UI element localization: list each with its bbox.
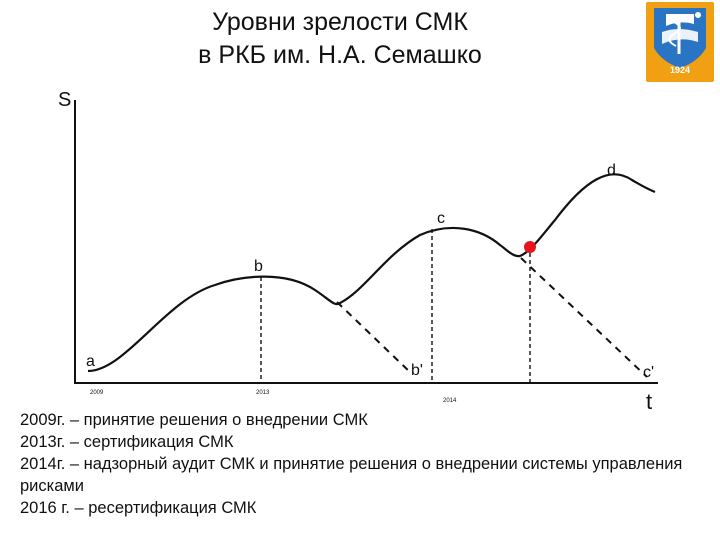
y-axis-label: S — [58, 89, 71, 111]
title-line-1: Уровни зрелости СМК — [212, 8, 468, 36]
title-line-2: в РКБ им. Н.А. Семашко — [198, 41, 482, 69]
note-2013: 2013г. – сертификация СМК — [20, 433, 234, 451]
hospital-logo: 1924 — [646, 2, 714, 82]
point-label-c-prime: c' — [643, 364, 654, 381]
tick-label-2009: 2009 — [90, 390, 104, 396]
logo-year: 1924 — [670, 65, 690, 75]
risk-decision-marker — [524, 241, 536, 253]
point-label-a: a — [86, 353, 95, 370]
point-label-d: d — [607, 162, 616, 179]
slide-title: Уровни зрелости СМК в РКБ им. Н.А. Семаш… — [60, 6, 620, 72]
x-axis-label: t — [646, 389, 652, 414]
point-label-b-prime: b' — [411, 362, 423, 379]
decline-line-b — [336, 301, 413, 375]
tick-label-2013: 2013 — [256, 390, 270, 396]
note-2016: 2016 г. – ресертификация СМК — [20, 499, 257, 517]
maturity-curve — [87, 173, 656, 373]
note-2009: 2009г. – принятие решения о внедрении СМ… — [20, 411, 368, 429]
medical-emblem-icon — [654, 8, 706, 68]
note-2014: 2014г. – надзорный аудит СМК и принятие … — [20, 455, 683, 495]
point-label-b: b — [254, 258, 263, 275]
decline-line-c — [520, 257, 648, 378]
tick-label-2014: 2014 — [443, 398, 457, 404]
point-label-c: c — [437, 210, 445, 227]
timeline-notes: 2009г. – принятие решения о внедрении СМ… — [20, 409, 710, 519]
